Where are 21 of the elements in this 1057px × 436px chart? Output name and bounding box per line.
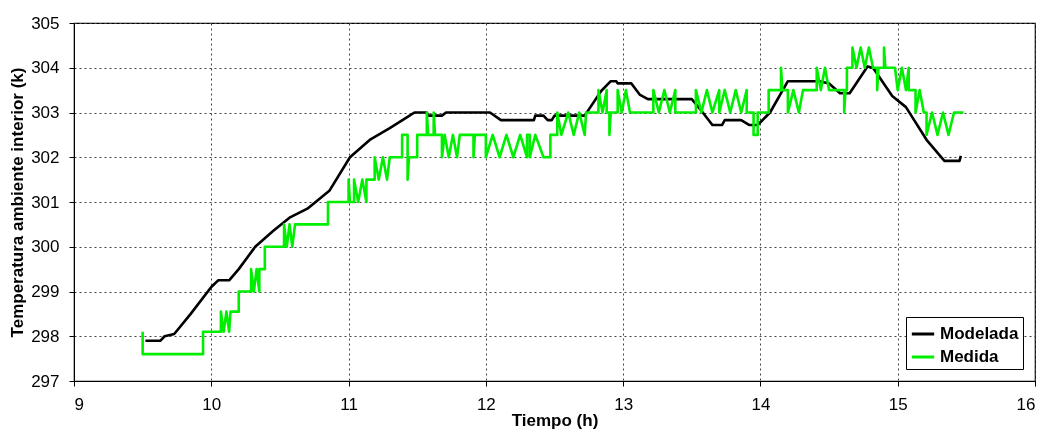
y-tick-label: 301	[31, 192, 60, 212]
y-tick-label: 299	[31, 282, 60, 301]
y-tick-label: 297	[31, 371, 60, 391]
x-tick-label: 16	[1016, 394, 1036, 414]
y-tick-label: 303	[31, 103, 60, 122]
y-tick-label: 298	[31, 326, 60, 346]
y-axis-title: Temperatura ambiente interior (k)	[8, 67, 28, 338]
x-tick-label: 10	[202, 394, 222, 414]
x-tick-label: 13	[614, 394, 634, 414]
y-tick-label: 300	[31, 237, 60, 257]
x-axis-title: Tiempo (h)	[511, 410, 599, 430]
x-tick-label: 9	[74, 394, 84, 414]
legend-label: Modelada	[940, 324, 1019, 343]
x-tick-label: 11	[340, 394, 358, 414]
y-tick-label: 304	[31, 58, 60, 78]
x-tick-label: 12	[476, 394, 496, 414]
y-tick-label: 305	[31, 13, 60, 33]
legend-label: Medida	[940, 347, 1000, 366]
x-tick-label: 14	[751, 394, 771, 414]
y-tick-label: 302	[31, 147, 60, 167]
x-tick-label: 15	[888, 394, 908, 414]
